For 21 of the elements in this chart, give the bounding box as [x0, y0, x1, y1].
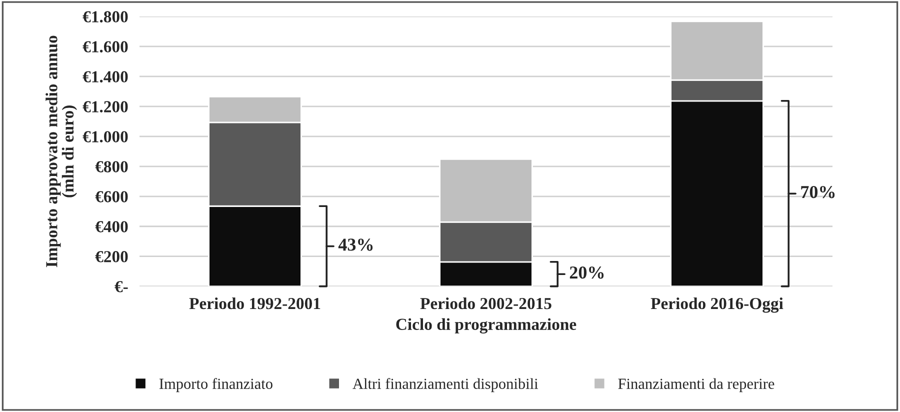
annotation: 43% [338, 238, 373, 251]
y-tick-label: €1.600 [82, 41, 128, 52]
y-tick-label: €200 [95, 251, 128, 262]
y-tick-label: €1.800 [82, 11, 128, 22]
legend-label: Altri finanziamenti disponibili [352, 378, 538, 392]
y-axis-title: Importo approvato medio annuo (mln di euro) [46, 36, 77, 268]
y-tick-label: €400 [95, 221, 128, 232]
annotation: 70% [801, 186, 835, 198]
y-tick-label: €800 [95, 161, 128, 172]
x-tick-label: Periodo 2002-2015 [420, 297, 552, 310]
y-tick-label: €1.000 [82, 131, 128, 142]
y-tick-label: €1.200 [82, 101, 128, 112]
annotation: 20% [570, 266, 604, 279]
x-axis-title: Ciclo di programmazione [396, 318, 576, 334]
y-tick-label: €600 [95, 191, 128, 202]
legend-label: Finanziamenti da reperire [618, 378, 774, 392]
legend-label: Importo finanziato [159, 378, 272, 392]
x-tick-label: Periodo 1992-2001 [189, 297, 320, 310]
y-tick-label: €1.400 [82, 71, 128, 82]
y-tick-label: €- [114, 281, 128, 292]
x-tick-label: Periodo 2016-Oggi [650, 297, 784, 313]
